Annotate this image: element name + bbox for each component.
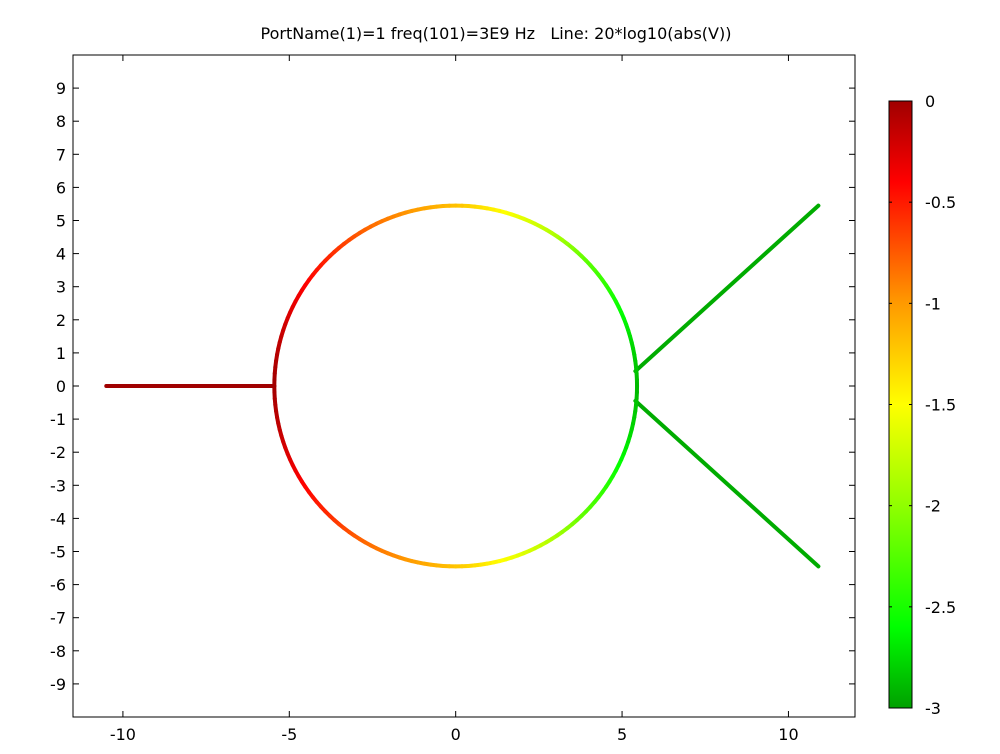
plot-marks <box>106 206 818 567</box>
colorbar <box>889 101 912 708</box>
colorbar-tick-label: -1.5 <box>925 396 956 415</box>
y-tick-label: 5 <box>56 212 66 231</box>
x-tick-label: -5 <box>281 725 297 744</box>
y-tick-label: 2 <box>56 311 66 330</box>
y-tick-label: 7 <box>56 145 66 164</box>
y-tick-label: 3 <box>56 278 66 297</box>
y-tick-label: 6 <box>56 178 66 197</box>
y-tick-label: 0 <box>56 377 66 396</box>
upper-branch-line <box>635 206 818 372</box>
colorbar-tick-label: -0.5 <box>925 193 956 212</box>
colorbar-tick-label: -2 <box>925 497 941 516</box>
y-tick-label: 4 <box>56 245 66 264</box>
y-tick-label: 9 <box>56 79 66 98</box>
x-tick-label: 5 <box>617 725 627 744</box>
x-tick-label: 10 <box>778 725 798 744</box>
x-tick-label: -10 <box>110 725 136 744</box>
y-tick-label: -6 <box>50 576 66 595</box>
y-tick-label: -5 <box>50 543 66 562</box>
y-tick-label: 8 <box>56 112 66 131</box>
colorbar-tick-label: -2.5 <box>925 598 956 617</box>
colorbar-tick-label: -1 <box>925 294 941 313</box>
y-tick-label: -9 <box>50 675 66 694</box>
y-tick-label: -7 <box>50 609 66 628</box>
colorbar-tick-label: -3 <box>925 699 941 718</box>
x-tick-label: 0 <box>451 725 461 744</box>
colorbar-tick-label: 0 <box>925 92 935 111</box>
y-tick-label: -4 <box>50 509 66 528</box>
y-tick-label: 1 <box>56 344 66 363</box>
y-tick-label: -1 <box>50 410 66 429</box>
lower-branch-line <box>635 401 818 567</box>
y-tick-label: -8 <box>50 642 66 661</box>
y-tick-label: -2 <box>50 443 66 462</box>
y-tick-label: -3 <box>50 476 66 495</box>
chart-title: PortName(1)=1 freq(101)=3E9 Hz Line: 20*… <box>261 24 732 43</box>
